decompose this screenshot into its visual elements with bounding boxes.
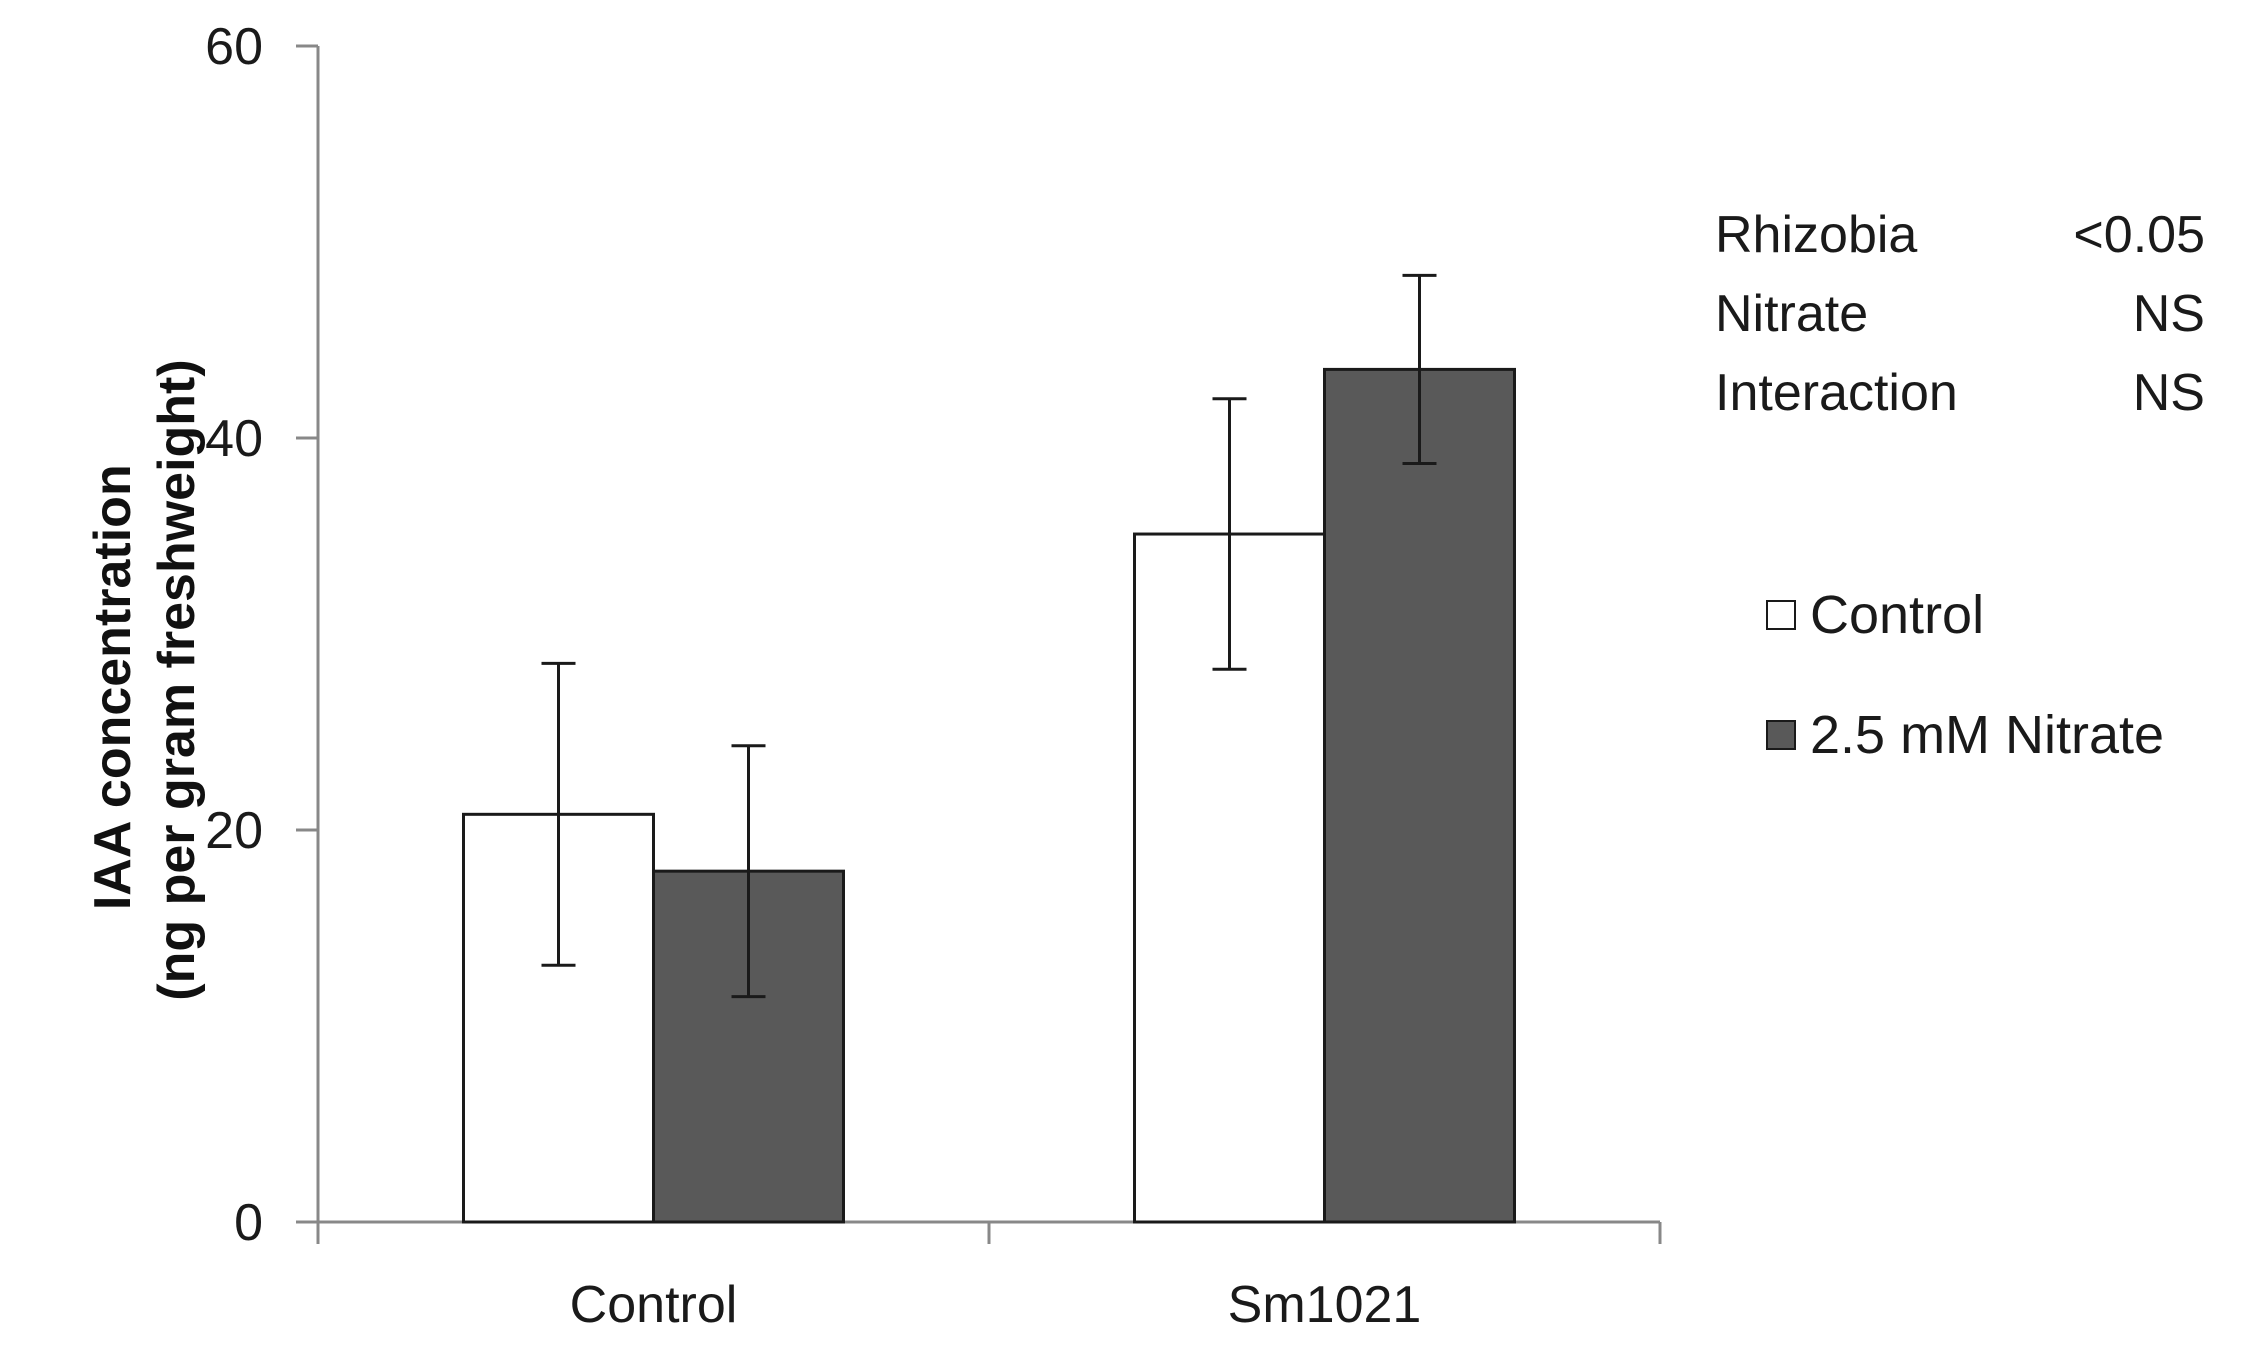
- stat-row-interaction: Interaction NS: [1715, 354, 2205, 433]
- x-tick-label: Control: [570, 1276, 738, 1334]
- stat-value: NS: [2132, 364, 2205, 422]
- stat-label: Interaction: [1715, 364, 1958, 422]
- stats-table: Rhizobia <0.05 Nitrate NS Interaction NS: [1715, 196, 2205, 433]
- y-tick-label: 20: [205, 802, 263, 860]
- legend-label-control: Control: [1810, 585, 1985, 645]
- legend-item-control: Control: [1766, 585, 2164, 645]
- stat-label: Rhizobia: [1715, 206, 1918, 264]
- y-axis-label: IAA concentration (ng per gram freshweig…: [84, 359, 206, 1000]
- legend-swatch-control: [1766, 600, 1796, 630]
- stat-label: Nitrate: [1715, 285, 1869, 343]
- stat-value: <0.05: [2073, 206, 2205, 264]
- y-tick-label: 0: [234, 1194, 263, 1252]
- y-tick-label: 60: [205, 18, 263, 76]
- legend: Control 2.5 mM Nitrate: [1766, 585, 2164, 825]
- bar-2-5-mm-nitrate-sm1021: [1323, 367, 1516, 1224]
- legend-label-nitrate: 2.5 mM Nitrate: [1810, 705, 2165, 765]
- stat-row-rhizobia: Rhizobia <0.05: [1715, 196, 2205, 275]
- stat-value: NS: [2132, 285, 2205, 343]
- stat-row-nitrate: Nitrate NS: [1715, 275, 2205, 354]
- legend-item-nitrate: 2.5 mM Nitrate: [1766, 705, 2164, 765]
- legend-swatch-nitrate: [1766, 720, 1796, 750]
- x-tick-label: Sm1021: [1228, 1276, 1422, 1334]
- y-tick-label: 40: [205, 410, 263, 468]
